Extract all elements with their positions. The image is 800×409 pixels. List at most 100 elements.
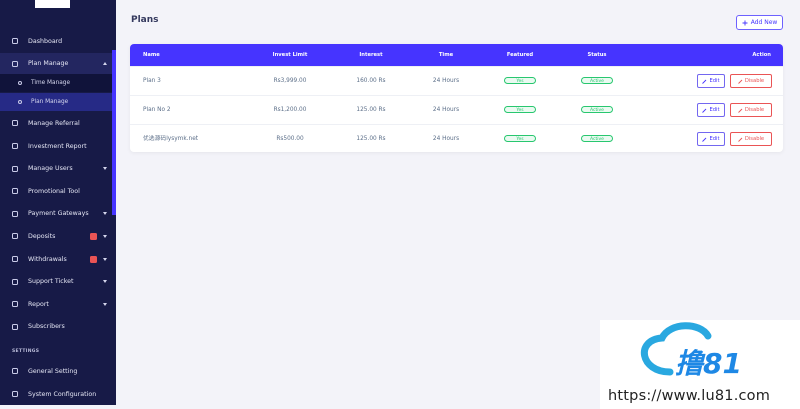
table-cell: 24 Hours [432, 78, 460, 84]
menu-caret [103, 62, 107, 66]
sidebar-item[interactable]: Withdrawals [0, 248, 112, 270]
menu-label: General Setting [28, 367, 78, 375]
menu-icon [12, 368, 18, 375]
table-row: Plan 3 Rs3,999.00 160.00 Rs 24 Hours Yes Acti… [130, 66, 783, 95]
button-icon [702, 108, 707, 113]
sidebar-subitem[interactable]: Time Manage [0, 74, 112, 93]
table-row: Plan No 2 Rs1,200.00 125.00 Rs 24 Hours Yes A… [130, 95, 783, 124]
sidebar-item[interactable]: Manage Users [0, 158, 112, 180]
menu-label: Promotional Tool [28, 187, 80, 195]
table-cell: Plan No 2 [143, 107, 171, 113]
sidebar-item[interactable]: Investment Report [0, 135, 112, 157]
menu-label: Manage Referral [28, 119, 80, 127]
watermark-box [600, 320, 800, 409]
sidebar-item[interactable]: System Configuration [0, 383, 112, 405]
sidebar-item[interactable]: Manage Referral [0, 112, 112, 134]
add-new-button[interactable]: Add New [736, 15, 783, 30]
sidebar-item[interactable]: Support Ticket [0, 271, 112, 293]
button-label: Disable [744, 78, 765, 84]
watermark-logo: 撸81 [675, 347, 742, 380]
button-icon [702, 137, 707, 142]
sidebar-item[interactable]: Deposits [0, 225, 112, 247]
table-cell: Rs1,200.00 [273, 107, 307, 113]
menu-label: Withdrawals [28, 255, 67, 263]
menu-icon [12, 120, 18, 127]
button-label: Disable [744, 107, 765, 113]
sidebar-item[interactable]: General Setting [0, 360, 112, 382]
edit-button[interactable]: Edit [697, 74, 725, 88]
plans-table: Name Invest Limit Interest Time Featured Stat… [130, 44, 783, 152]
sidebar: Dashboard Plan Manage Time Manage Plan Mana… [0, 0, 116, 405]
sidebar-item[interactable]: Plan Manage [0, 52, 112, 75]
edit-button[interactable]: Edit [697, 103, 725, 117]
sidebar-subitem[interactable]: Plan Manage [0, 92, 112, 111]
sidebar-item[interactable]: Dashboard [0, 30, 112, 52]
button-icon [738, 79, 743, 84]
watermark-url: https://www.lu81.com [608, 388, 771, 404]
menu-label: Payment Gateways [28, 210, 89, 218]
table-cell: 24 Hours [432, 107, 460, 113]
menu-icon [12, 233, 18, 240]
menu-label: Support Ticket [28, 278, 74, 286]
disable-button[interactable]: Disable [730, 132, 772, 146]
table-cell: 优选源码lysymk.net [143, 136, 199, 142]
column-header: Action [752, 52, 771, 58]
menu-badge [90, 232, 97, 240]
menu-icon [12, 278, 18, 285]
table-cell: 24 Hours [432, 136, 460, 142]
menu-caret [103, 280, 107, 284]
column-header: Interest [359, 52, 383, 58]
column-header: Status [587, 52, 607, 58]
menu-label: Deposits [28, 232, 56, 240]
menu-icon [12, 143, 18, 149]
table-cell: Rs500.00 [276, 136, 304, 142]
menu-icon [12, 165, 18, 172]
table-cell: 160.00 Rs [356, 78, 386, 84]
column-header: Featured [506, 52, 534, 58]
page-title: Plans [131, 15, 159, 25]
menu-caret [103, 212, 107, 216]
sidebar-item[interactable]: Promotional Tool [0, 180, 112, 202]
sidebar-item[interactable]: Payment Gateways [0, 203, 112, 225]
column-header: Name [143, 52, 160, 58]
menu-badge [90, 255, 97, 263]
menu-caret [103, 302, 107, 306]
menu-label: Dashboard [28, 37, 63, 45]
menu-label: Investment Report [28, 142, 87, 150]
disable-button[interactable]: Disable [730, 74, 772, 88]
menu-label: Report [28, 300, 49, 308]
scrollbar [112, 50, 116, 215]
menu-label: System Configuration [28, 390, 97, 398]
sidebar-item[interactable]: Subscribers [0, 316, 112, 338]
menu-icon [12, 256, 18, 262]
featured-badge: Yes [504, 135, 536, 142]
button-label: Edit [709, 78, 720, 84]
table-header: Name Invest Limit Interest Time Featured Stat… [130, 44, 783, 66]
button-icon [738, 108, 743, 113]
menu-icon [12, 38, 18, 44]
menu-caret [103, 167, 107, 171]
add-new-label: Add New [750, 19, 778, 26]
featured-badge: Yes [504, 77, 536, 84]
menu-icon [12, 210, 18, 217]
status-badge: Active [581, 77, 613, 84]
table-row: 优选源码lysymk.net Rs500.00 125.00 Rs 24 Hours Y… [130, 124, 783, 152]
disable-button[interactable]: Disable [730, 103, 772, 117]
menu-label: Subscribers [28, 323, 65, 331]
menu-label: Manage Users [28, 165, 73, 173]
table-cell: Plan 3 [143, 78, 161, 84]
edit-button[interactable]: Edit [697, 132, 725, 146]
button-label: Edit [709, 107, 720, 113]
menu-icon [12, 60, 18, 67]
status-badge: Active [581, 135, 613, 142]
table-cell: Rs3,999.00 [273, 78, 307, 84]
table-cell: 125.00 Rs [356, 107, 386, 113]
plus-icon [742, 20, 748, 25]
column-header: Invest Limit [272, 52, 308, 58]
watermark-cloud [641, 322, 712, 376]
sidebar-item[interactable]: Report [0, 293, 112, 315]
sub-label: Time Manage [31, 80, 71, 87]
menu-caret [103, 257, 107, 261]
menu-caret [103, 234, 107, 238]
